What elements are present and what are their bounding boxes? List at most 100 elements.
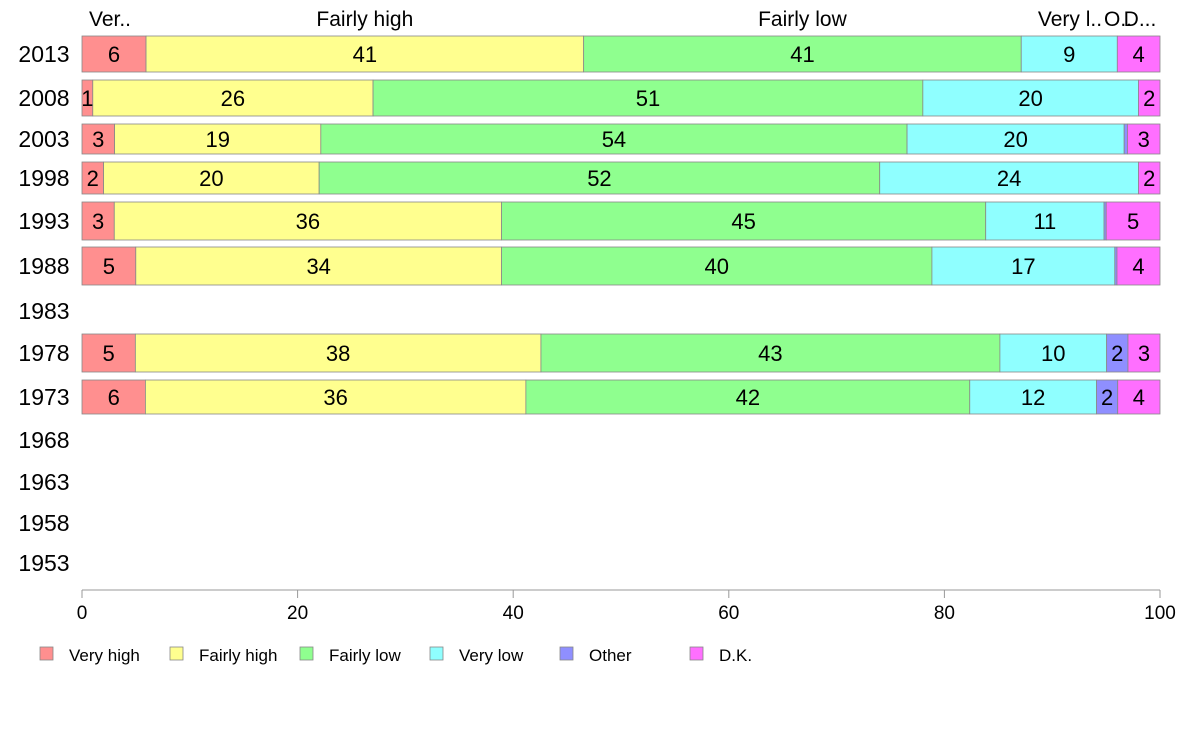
data-label: 2 [1143,86,1155,111]
category-label: 2013 [18,41,69,67]
data-label: 12 [1021,385,1045,410]
category-label: 1973 [18,384,69,410]
data-label: 2 [1143,166,1155,191]
data-label: 41 [790,42,814,67]
bar-segment [1127,123,1161,155]
bar-segment [931,246,1116,286]
data-label: 19 [205,127,229,152]
legend-swatch [689,646,704,661]
category-label: 2003 [18,126,69,152]
bar-segment [145,379,527,415]
data-label: 20 [1018,86,1042,111]
data-label: 24 [997,166,1021,191]
legend-label: Fairly high [199,646,277,665]
series-header-label: Very l.. [1038,8,1102,31]
bar-segment [114,123,322,155]
legend-label: Fairly low [329,646,402,665]
data-label: 36 [323,385,347,410]
bar-segment [540,333,1001,373]
bar-segment [1105,201,1161,241]
data-label: 5 [1127,209,1139,234]
bar-segment [103,161,320,195]
data-label: 51 [636,86,660,111]
data-label: 6 [108,42,120,67]
bar-segment [320,123,908,155]
data-label: 4 [1133,385,1145,410]
data-label: 52 [587,166,611,191]
bar-segment [906,123,1125,155]
series-header-label: O.. [1104,8,1132,31]
category-label: 1988 [18,253,69,279]
data-label: 4 [1133,42,1145,67]
series-header-label: Fairly low [758,8,848,31]
legend-swatch [299,646,314,661]
bar-segment [1127,333,1161,373]
data-label: 5 [103,341,115,366]
data-label: 2 [1101,385,1113,410]
category-label: 1983 [18,298,69,324]
data-label: 3 [1138,341,1150,366]
bar-segment [318,161,881,195]
bar-segment [985,201,1105,241]
legend-label: Very high [69,646,140,665]
category-label: 1958 [18,510,69,536]
bar-segment [501,246,933,286]
series-header-label: Fairly high [316,8,413,31]
category-label: 1953 [18,550,69,576]
bar-segment [1123,123,1128,155]
data-label: 41 [353,42,377,67]
category-label: 1978 [18,340,69,366]
data-label: 5 [103,254,115,279]
data-label: 45 [731,209,755,234]
bar-segment [501,201,987,241]
bar-segment [145,35,585,73]
data-label: 1 [81,86,93,111]
data-label: 4 [1132,254,1144,279]
bar-segment [81,333,136,373]
bar-segment [1116,246,1161,286]
data-label: 3 [92,209,104,234]
data-label: 10 [1041,341,1065,366]
bar-segment [969,379,1097,415]
bar-segment [1138,79,1161,117]
data-label: 20 [199,166,223,191]
data-label: 43 [758,341,782,366]
x-tick-label: 80 [934,603,955,624]
x-tick-label: 100 [1144,603,1176,624]
category-label: 1993 [18,208,69,234]
legend-label: D.K. [719,646,752,665]
data-label: 2 [1111,341,1123,366]
data-label: 3 [92,127,104,152]
bar-segment [81,201,115,241]
bar-segment [81,123,115,155]
series-header-label: Ver.. [89,8,131,31]
bar-segment [1117,379,1161,415]
x-tick-label: 40 [503,603,524,624]
legend-swatch [429,646,444,661]
legend-swatch [169,646,184,661]
legend-label: Very low [459,646,524,665]
data-label: 20 [1003,127,1027,152]
x-tick-label: 0 [77,603,88,624]
bar-segment [999,333,1108,373]
data-label: 54 [602,127,626,152]
bar-segment [134,333,542,373]
data-label: 11 [1033,209,1056,234]
category-label: 1963 [18,469,69,495]
bar-segment [922,79,1139,117]
bar-segment [1138,161,1161,195]
data-label: 26 [221,86,245,111]
data-label: 3 [1138,127,1150,152]
category-label: 2008 [18,85,69,111]
category-label: 1968 [18,427,69,453]
x-tick-label: 60 [718,603,739,624]
bar-segment [1116,35,1161,73]
legend-swatch [559,646,574,661]
legend-swatch [39,646,54,661]
x-tick-label: 20 [287,603,308,624]
bar-segment [135,246,502,286]
data-label: 40 [705,254,729,279]
data-label: 42 [736,385,760,410]
bar-segment [92,79,374,117]
